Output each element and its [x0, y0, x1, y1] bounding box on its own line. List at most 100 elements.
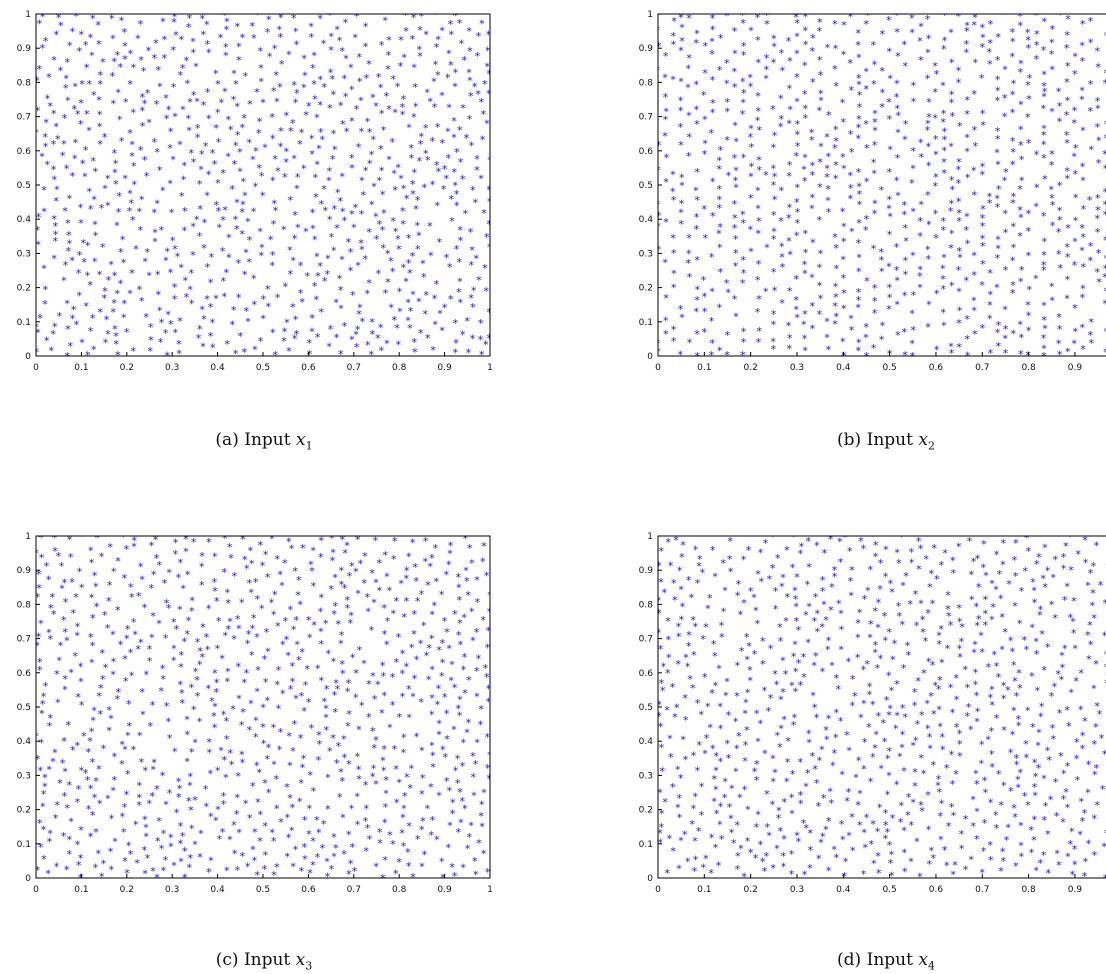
- scatter-point: *: [53, 195, 59, 208]
- scatter-point: *: [1015, 781, 1021, 794]
- scatter-point: *: [215, 106, 221, 119]
- scatter-point: *: [829, 797, 835, 810]
- scatter-point: *: [959, 828, 965, 841]
- scatter-point: *: [106, 724, 112, 737]
- scatter-point: *: [142, 256, 148, 269]
- scatter-point: *: [981, 845, 987, 858]
- scatter-point: *: [38, 841, 44, 854]
- scatter-point: *: [387, 585, 393, 598]
- scatter-point: *: [271, 218, 277, 231]
- scatter-point: *: [429, 609, 435, 622]
- scatter-point: *: [725, 738, 731, 751]
- scatter-point: *: [446, 48, 452, 61]
- scatter-point: *: [1083, 856, 1089, 869]
- scatter-point: *: [1075, 774, 1081, 787]
- scatter-point: *: [387, 721, 393, 734]
- scatter-point: *: [1049, 159, 1055, 172]
- scatter-point: *: [178, 69, 184, 82]
- scatter-point: *: [217, 833, 223, 846]
- scatter-point: *: [806, 736, 812, 749]
- scatter-point: *: [1026, 325, 1032, 338]
- scatter-point: *: [136, 791, 142, 804]
- scatter-point: *: [757, 325, 763, 338]
- scatter-point: *: [457, 275, 463, 288]
- scatter-point: *: [53, 220, 59, 233]
- scatter-point: *: [709, 337, 715, 350]
- scatter-point: *: [460, 102, 466, 115]
- scatter-point: *: [796, 624, 802, 637]
- scatter-point: *: [1065, 94, 1071, 107]
- scatter-point: *: [718, 801, 724, 814]
- scatter-point: *: [421, 619, 427, 632]
- scatter-point: *: [781, 860, 787, 873]
- scatter-point: *: [662, 796, 668, 809]
- scatter-point: *: [710, 97, 716, 110]
- scatter-point: *: [271, 758, 277, 771]
- scatter-point: *: [1088, 240, 1094, 253]
- scatter-point: *: [748, 847, 754, 860]
- scatter-point: *: [883, 819, 889, 832]
- scatter-point: *: [254, 760, 260, 773]
- scatter-point: *: [740, 97, 746, 110]
- scatter-point: *: [770, 531, 776, 544]
- scatter-point: *: [682, 692, 688, 705]
- scatter-point: *: [1003, 226, 1009, 239]
- scatter-svg-x2: ****************************************…: [639, 10, 1106, 373]
- scatter-point: *: [382, 628, 388, 641]
- scatter-point: *: [784, 775, 790, 788]
- scatter-point: *: [366, 226, 372, 239]
- scatter-point: *: [475, 596, 481, 609]
- scatter-point: *: [1102, 297, 1106, 310]
- scatter-point: *: [734, 742, 740, 755]
- scatter-point: *: [293, 25, 299, 38]
- scatter-point: *: [150, 764, 156, 777]
- scatter-point: *: [88, 631, 94, 644]
- scatter-point: *: [115, 86, 121, 99]
- scatter-point: *: [78, 675, 84, 688]
- scatter-point: *: [802, 268, 808, 281]
- scatter-point: *: [333, 706, 339, 719]
- scatter-point: *: [936, 638, 942, 651]
- scatter-point: *: [240, 32, 246, 45]
- scatter-point: *: [480, 556, 486, 569]
- scatter-point: *: [139, 756, 145, 769]
- scatter-point: *: [356, 141, 362, 154]
- scatter-point: *: [65, 95, 71, 108]
- scatter-point: *: [231, 819, 237, 832]
- scatter-point: *: [755, 34, 761, 47]
- scatter-point: *: [70, 744, 76, 757]
- scatter-point: *: [319, 198, 325, 211]
- scatter-point: *: [705, 602, 711, 615]
- scatter-point: *: [213, 815, 219, 828]
- scatter-point: *: [794, 230, 800, 243]
- scatter-point: *: [980, 220, 986, 233]
- scatter-point: *: [193, 61, 199, 74]
- scatter-point: *: [713, 680, 719, 693]
- scatter-point: *: [1080, 125, 1086, 138]
- scatter-point: *: [330, 73, 336, 86]
- scatter-point: *: [801, 817, 807, 830]
- scatter-point: *: [121, 297, 127, 310]
- scatter-point: *: [671, 281, 677, 294]
- scatter-point: *: [1057, 115, 1063, 128]
- scatter-point: *: [754, 758, 760, 771]
- scatter-point: *: [452, 870, 458, 883]
- scatter-point: *: [369, 148, 375, 161]
- scatter-point: *: [1096, 247, 1102, 260]
- scatter-point: *: [436, 644, 442, 657]
- scatter-point: *: [484, 231, 490, 244]
- scatter-point: *: [73, 136, 79, 149]
- scatter-point: *: [810, 159, 816, 172]
- scatter-point: *: [401, 732, 407, 745]
- scatter-point: *: [146, 116, 152, 129]
- scatter-point: *: [926, 823, 932, 836]
- scatter-point: *: [956, 341, 962, 354]
- scatter-point: *: [479, 798, 485, 811]
- scatter-point: *: [295, 221, 301, 234]
- scatter-point: *: [1049, 63, 1055, 76]
- scatter-point: *: [785, 591, 791, 604]
- scatter-point: *: [756, 293, 762, 306]
- scatter-point: *: [449, 215, 455, 228]
- scatter-point: *: [325, 803, 331, 816]
- scatter-point: *: [1041, 664, 1047, 677]
